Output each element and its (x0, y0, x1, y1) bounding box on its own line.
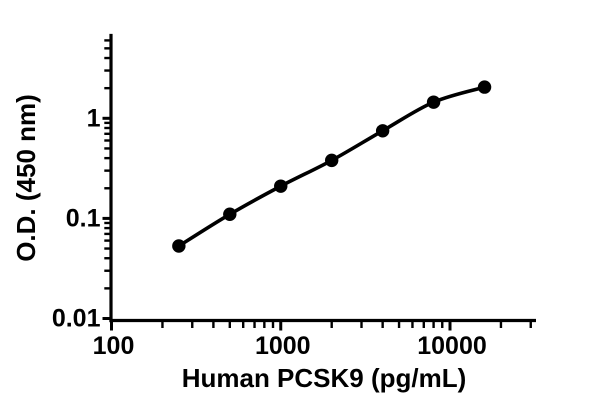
data-point (477, 80, 492, 94)
x-tick-label: 10000 (417, 332, 487, 360)
y-tick-label: 0.1 (66, 204, 101, 232)
y-axis-tick-labels: 0.01 0.1 1 (52, 104, 101, 332)
data-point (375, 124, 390, 138)
y-tick-label: 1 (87, 104, 101, 132)
data-point-markers (172, 80, 492, 253)
y-tick-label: 0.01 (52, 305, 101, 333)
data-point (324, 153, 339, 168)
x-axis-tick-labels: 100 1000 10000 (93, 332, 487, 360)
axis-lines (109, 33, 536, 323)
data-point (274, 179, 288, 193)
x-tick-label: 1000 (255, 332, 311, 360)
data-point (223, 207, 237, 221)
x-axis-title: Human PCSK9 (pg/mL) (182, 363, 467, 393)
x-tick-label: 100 (93, 332, 135, 360)
y-axis-title: O.D. (450 nm) (11, 94, 41, 262)
data-point (426, 95, 441, 109)
data-point (172, 239, 186, 253)
